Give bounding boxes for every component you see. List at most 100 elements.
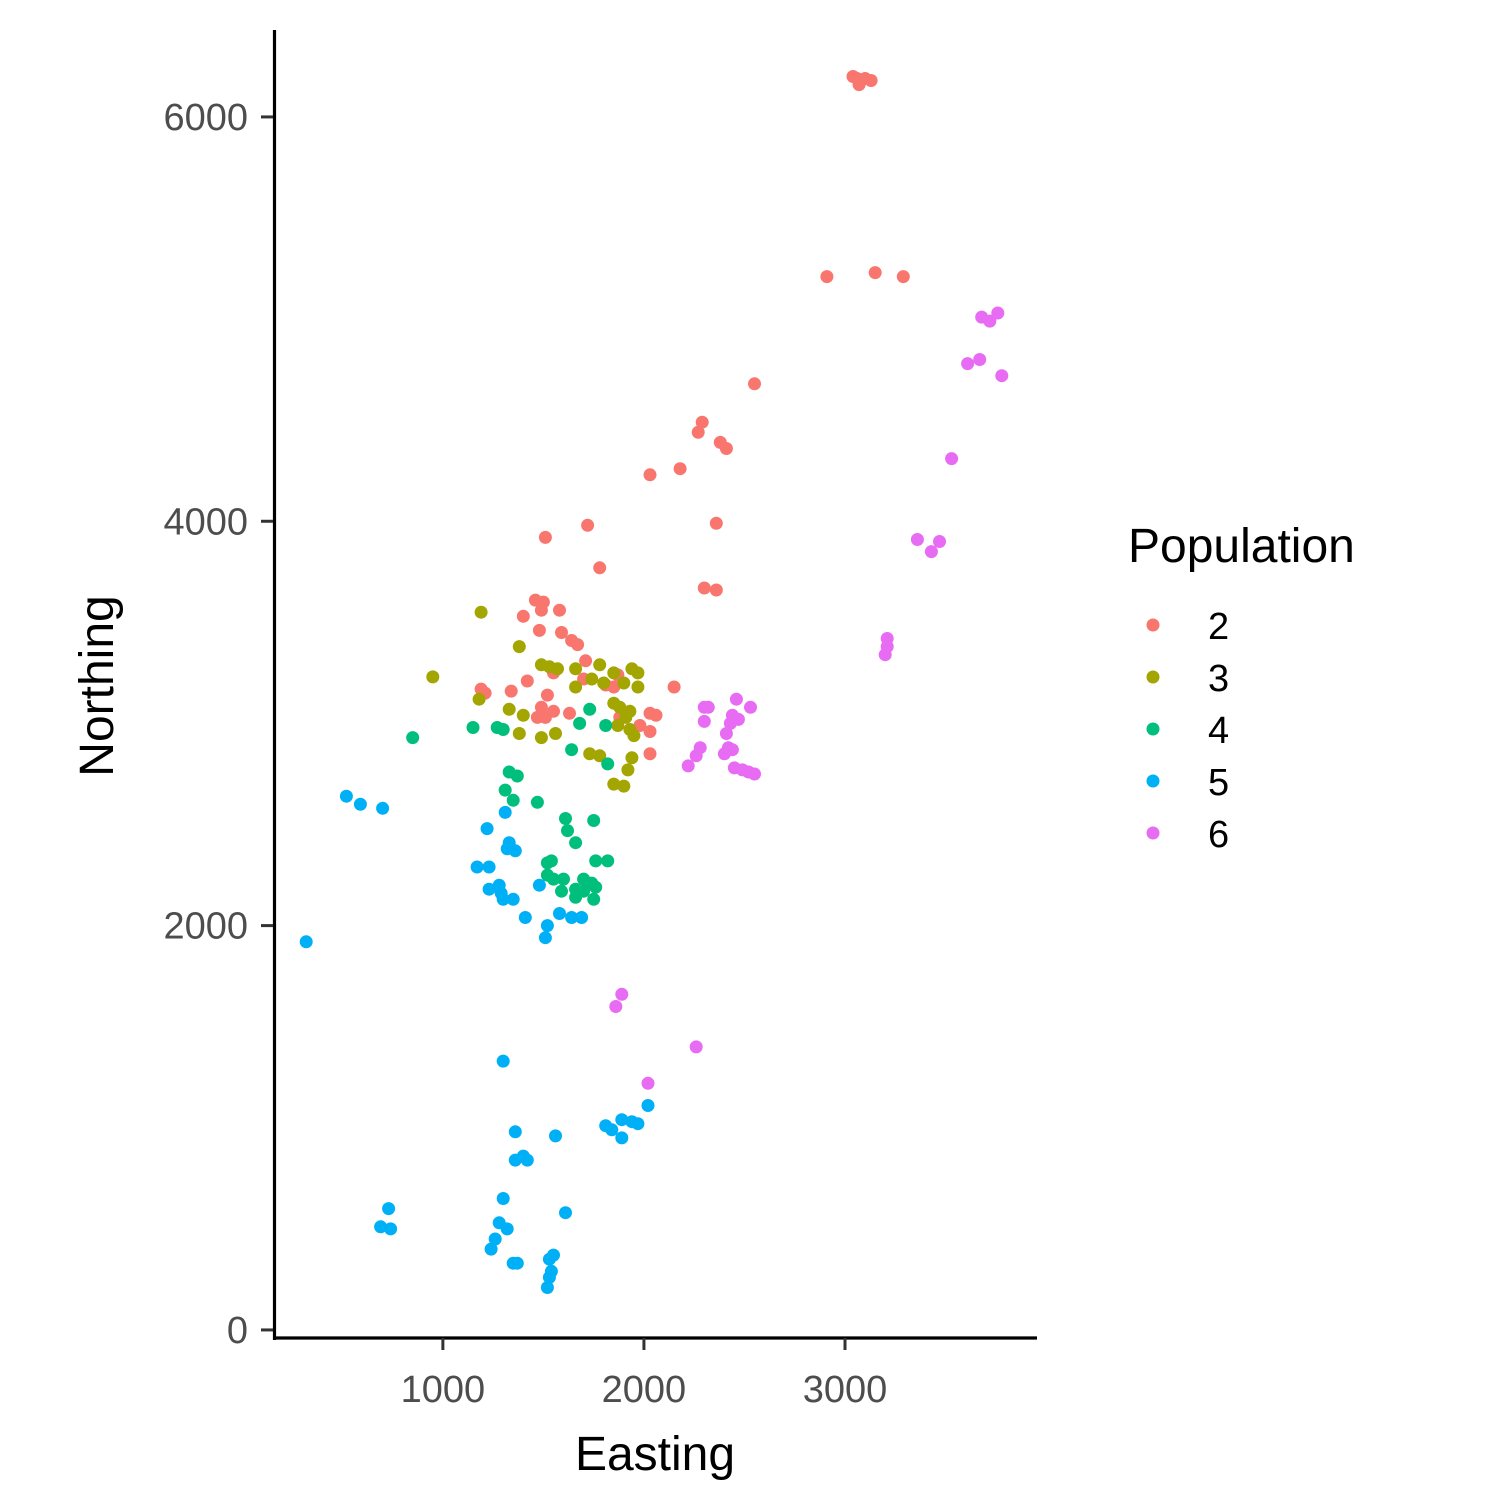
point-pop-4-12: [506, 793, 520, 807]
x-tick-label-2000: 2000: [602, 1369, 687, 1411]
point-pop-5-17: [565, 911, 579, 924]
point-pop-2-27: [532, 623, 546, 637]
point-pop-5-14: [506, 892, 520, 906]
x-tick-label-1000: 1000: [401, 1369, 486, 1411]
point-pop-5-13: [496, 892, 510, 906]
point-pop-6-6: [945, 452, 959, 466]
points-layer: [299, 70, 1009, 1294]
legend-label-4: 4: [1208, 710, 1229, 752]
point-pop-5-19: [518, 911, 532, 924]
point-pop-3-29: [583, 747, 597, 761]
point-pop-5-11: [482, 882, 496, 896]
point-pop-2-16: [581, 518, 595, 532]
point-pop-4-4: [599, 719, 613, 732]
x-tick-label-3000: 3000: [803, 1369, 888, 1411]
y-axis-title: Northing: [71, 595, 124, 776]
point-pop-2-28: [555, 626, 568, 639]
legend-key-6: [1146, 826, 1160, 840]
point-pop-5-7: [508, 844, 522, 858]
point-pop-6-31: [748, 767, 761, 781]
point-pop-2-31: [579, 654, 593, 668]
point-pop-4-16: [561, 824, 574, 838]
point-pop-2-6: [820, 270, 834, 284]
point-pop-5-32: [549, 1129, 562, 1143]
point-pop-2-15: [643, 468, 657, 482]
legend-key-3: [1146, 670, 1160, 684]
point-pop-6-27: [681, 759, 695, 773]
y-tick-label-4000: 4000: [163, 501, 248, 543]
point-pop-6-35: [641, 1076, 655, 1090]
point-pop-2-5: [852, 78, 866, 92]
point-pop-4-21: [544, 854, 558, 868]
point-pop-6-12: [878, 648, 892, 662]
point-pop-2-25: [553, 603, 566, 617]
point-pop-5-43: [488, 1232, 502, 1246]
point-pop-6-34: [689, 1040, 703, 1054]
point-pop-2-21: [709, 583, 723, 597]
point-pop-2-18: [538, 530, 552, 544]
point-pop-3-15: [631, 680, 645, 694]
point-pop-6-20: [723, 716, 737, 730]
point-pop-5-8: [470, 860, 484, 874]
point-pop-2-51: [633, 719, 647, 732]
point-pop-3-33: [607, 777, 621, 791]
point-pop-4-0: [466, 721, 480, 734]
point-pop-6-32: [615, 987, 629, 1001]
point-pop-3-21: [516, 708, 530, 722]
point-pop-3-1: [512, 640, 526, 654]
point-pop-5-36: [496, 1192, 510, 1205]
point-pop-5-9: [482, 860, 496, 874]
point-pop-5-24: [641, 1099, 655, 1112]
point-pop-5-51: [540, 1281, 554, 1294]
point-pop-2-39: [504, 684, 518, 698]
point-pop-2-24: [534, 603, 548, 617]
point-pop-2-13: [719, 442, 733, 455]
point-pop-3-10: [631, 666, 645, 680]
point-pop-4-15: [587, 814, 601, 827]
point-pop-5-1: [353, 797, 367, 811]
point-pop-3-28: [534, 731, 548, 745]
point-pop-3-32: [621, 763, 635, 777]
point-pop-2-52: [643, 725, 657, 738]
point-pop-3-16: [472, 692, 486, 706]
point-pop-6-19: [697, 714, 711, 728]
point-pop-4-8: [601, 757, 615, 771]
point-pop-5-42: [500, 1222, 514, 1236]
point-pop-2-33: [520, 674, 534, 688]
point-pop-4-30: [555, 884, 568, 898]
y-tick-label-2000: 2000: [163, 906, 248, 948]
point-pop-3-31: [625, 751, 639, 765]
legend-title: Population: [1128, 520, 1355, 573]
y-tick-label-0: 0: [227, 1310, 248, 1352]
point-pop-5-23: [496, 1054, 510, 1068]
point-pop-6-13: [729, 692, 743, 706]
point-pop-3-25: [627, 729, 641, 743]
point-pop-4-10: [510, 769, 524, 783]
point-pop-6-25: [717, 747, 731, 761]
legend-key-2: [1146, 618, 1160, 632]
point-pop-4-31: [569, 890, 583, 904]
point-pop-6-7: [910, 533, 924, 546]
point-pop-3-7: [593, 658, 607, 672]
point-pop-6-15: [701, 700, 715, 714]
x-axis-title: Easting: [575, 1428, 735, 1481]
point-pop-4-19: [601, 854, 615, 868]
point-pop-2-7: [868, 266, 882, 280]
point-pop-5-21: [538, 931, 552, 945]
point-pop-5-37: [382, 1202, 396, 1216]
point-pop-6-0: [991, 306, 1005, 320]
point-pop-2-41: [607, 680, 621, 694]
point-pop-4-17: [569, 836, 583, 850]
legend-key-5: [1146, 774, 1160, 788]
point-pop-3-14: [597, 676, 611, 690]
point-pop-4-14: [559, 812, 572, 825]
point-pop-5-30: [615, 1131, 629, 1145]
point-pop-4-27: [589, 880, 603, 894]
point-pop-5-4: [480, 822, 494, 836]
point-pop-2-40: [540, 688, 554, 702]
point-pop-6-8: [933, 535, 946, 548]
point-pop-4-13: [530, 795, 544, 809]
point-pop-2-9: [748, 377, 761, 391]
point-pop-2-53: [643, 747, 657, 761]
